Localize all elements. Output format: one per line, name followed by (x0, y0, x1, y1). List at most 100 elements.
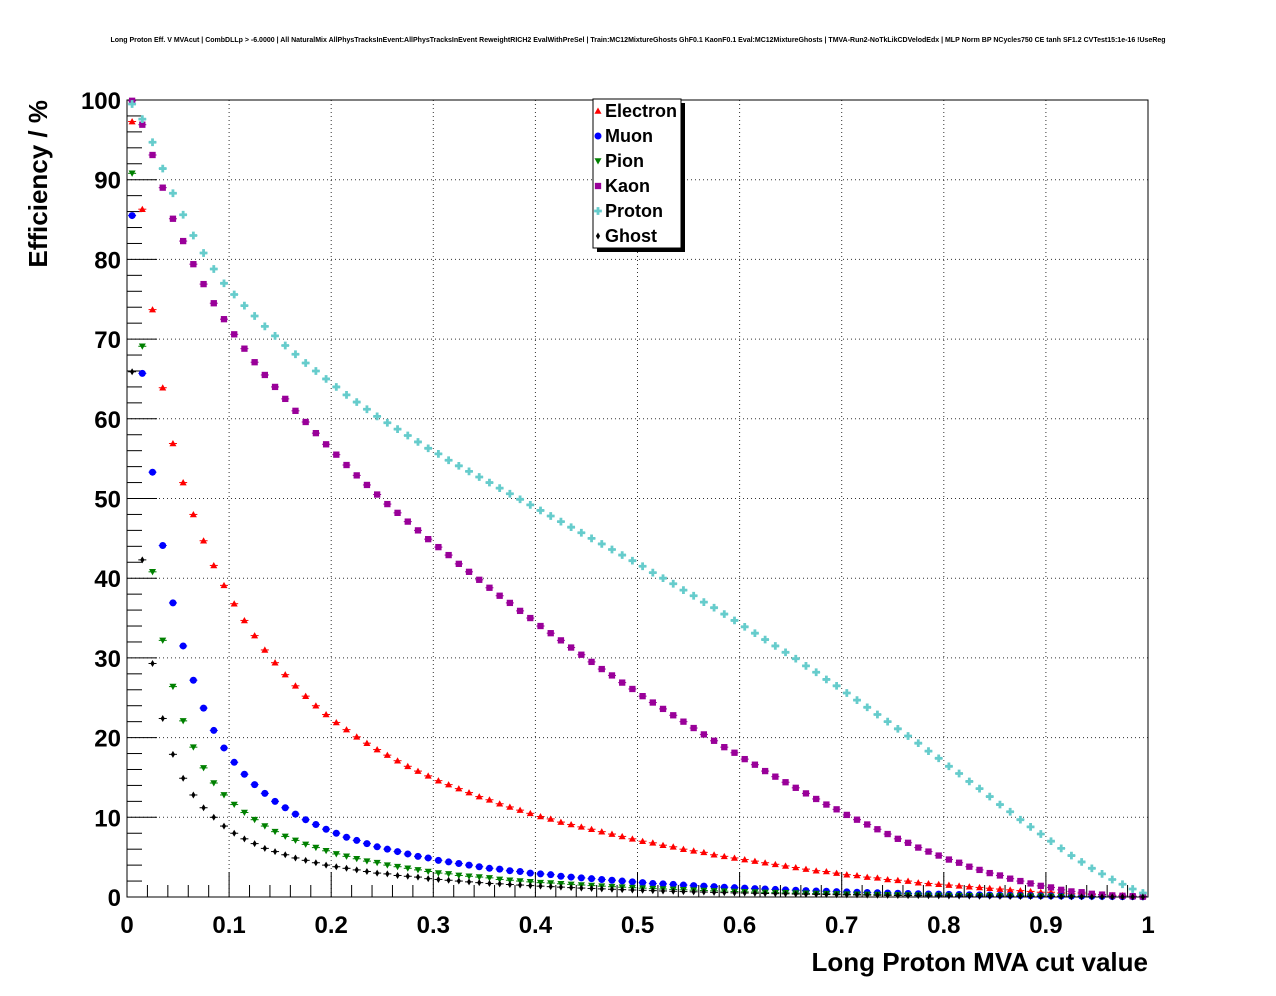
data-point (261, 646, 269, 653)
data-point (640, 886, 645, 894)
data-point (383, 418, 392, 427)
data-point (618, 551, 627, 559)
data-point (812, 668, 821, 677)
data-point (434, 450, 443, 458)
data-point (1006, 807, 1015, 816)
data-point (812, 867, 820, 874)
data-point (302, 841, 310, 848)
legend-label: Proton (605, 201, 663, 221)
data-point (445, 551, 452, 559)
data-point (507, 880, 512, 888)
data-point (385, 870, 390, 878)
data-point (291, 810, 299, 818)
data-point (160, 714, 165, 722)
data-point (1027, 880, 1034, 887)
data-point (547, 871, 555, 879)
data-point (404, 762, 412, 770)
legend-label: Electron (605, 101, 677, 121)
data-point (261, 789, 269, 797)
data-point (996, 885, 1004, 892)
data-point (569, 884, 574, 892)
data-point (763, 889, 768, 897)
data-point (670, 712, 677, 719)
data-point (210, 726, 218, 734)
data-point (1016, 887, 1024, 894)
data-point (250, 312, 259, 320)
data-point (1140, 893, 1145, 901)
data-point (353, 836, 361, 844)
data-point (394, 863, 402, 871)
data-point (638, 562, 647, 571)
data-point (742, 889, 747, 897)
data-point (383, 845, 391, 853)
data-point (199, 249, 208, 257)
data-point (220, 316, 228, 323)
data-point (475, 473, 484, 481)
data-point (546, 512, 555, 520)
data-point (701, 888, 706, 896)
data-point (312, 820, 320, 828)
data-point (487, 879, 492, 887)
data-point (659, 880, 667, 888)
data-point (353, 472, 360, 479)
data-point (669, 843, 677, 850)
chart-title: Long Proton Eff. V MVAcut | CombDLLp > -… (110, 37, 1165, 44)
legend-label: Kaon (605, 176, 650, 196)
data-point (894, 835, 902, 842)
data-point (618, 877, 626, 885)
data-point (179, 718, 187, 725)
data-point (170, 750, 176, 758)
data-point (955, 859, 963, 866)
data-point (138, 369, 146, 377)
data-point (904, 839, 912, 846)
data-point (128, 100, 136, 108)
x-tick-label: 0.1 (212, 912, 245, 939)
data-point (506, 489, 514, 498)
data-point (528, 882, 533, 890)
data-point (628, 878, 636, 886)
data-point (404, 850, 412, 858)
data-point (822, 675, 831, 684)
data-point (976, 866, 983, 874)
data-point (128, 212, 136, 220)
data-point (791, 654, 800, 663)
data-point (230, 801, 238, 809)
data-point (373, 746, 381, 753)
data-point (608, 672, 616, 679)
data-point (536, 506, 545, 515)
data-point (475, 874, 483, 881)
data-point (720, 852, 728, 860)
data-point (873, 710, 882, 719)
data-point (916, 892, 921, 900)
data-point (883, 717, 892, 726)
data-point (220, 279, 228, 288)
data-point (241, 345, 248, 352)
data-point (149, 306, 157, 313)
data-point (322, 710, 330, 718)
data-point (159, 542, 167, 550)
data-point (363, 739, 371, 746)
data-point (302, 418, 309, 426)
x-tick-label: 0.2 (315, 912, 348, 939)
data-point (547, 815, 555, 822)
data-point (322, 825, 330, 833)
data-point (1026, 823, 1035, 831)
data-point (874, 826, 881, 833)
data-point (333, 451, 340, 458)
data-point (669, 880, 677, 888)
data-point (221, 822, 227, 830)
x-axis-label: Long Proton MVA cut value (811, 947, 1148, 977)
data-point (395, 871, 400, 879)
y-tick-label: 70 (94, 327, 121, 354)
data-point (609, 885, 615, 893)
data-point (567, 820, 575, 828)
data-point (772, 773, 779, 780)
data-point (169, 189, 177, 198)
data-point (352, 398, 361, 406)
data-point (148, 138, 157, 147)
data-point (363, 405, 371, 414)
data-point (996, 800, 1004, 809)
data-point (598, 665, 605, 673)
data-point (925, 848, 932, 855)
data-point (456, 877, 461, 885)
